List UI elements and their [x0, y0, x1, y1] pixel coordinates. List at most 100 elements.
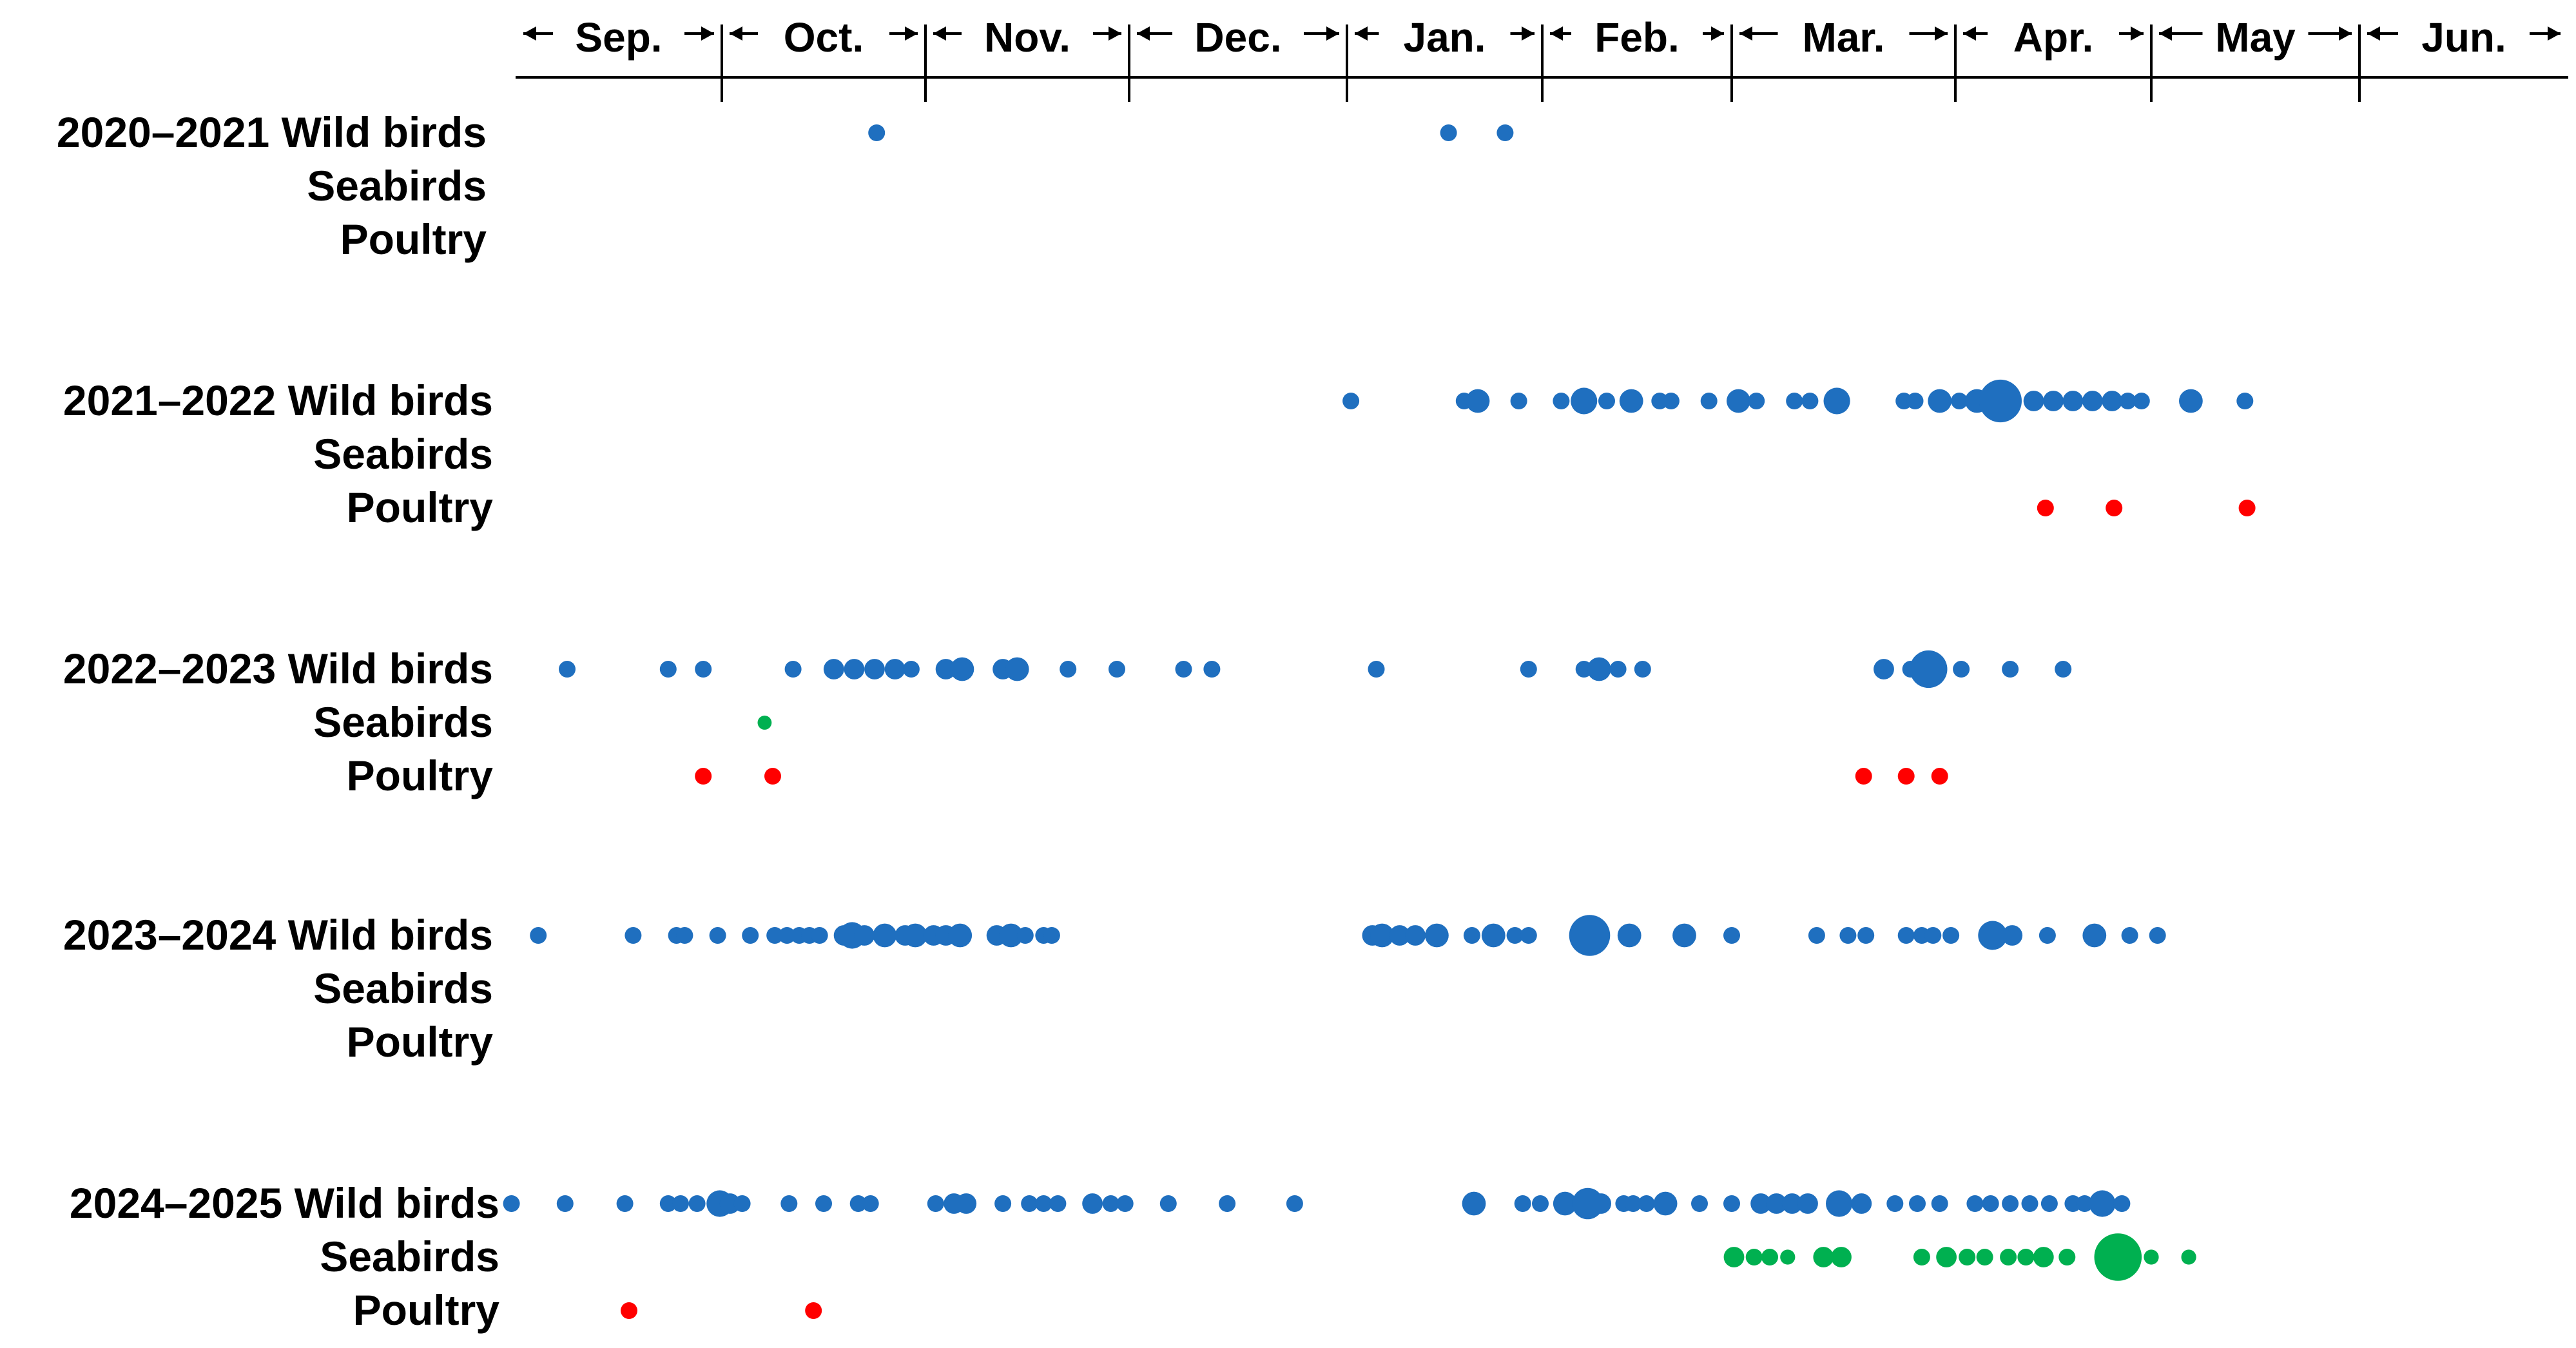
month-axis: Sep. Oct. Nov. Dec. Jan. Feb. Mar. Apr. May Jun.: [516, 14, 2568, 102]
month-label: Sep.: [575, 14, 662, 61]
data-point: [1102, 1195, 1119, 1212]
data-point: [815, 1195, 832, 1212]
data-point: [2149, 927, 2166, 944]
data-point: [764, 768, 781, 785]
data-point: [1781, 1193, 1803, 1214]
data-point: [780, 1195, 798, 1212]
data-point: [2043, 391, 2064, 411]
data-point: [2002, 925, 2023, 946]
data-point: [1931, 768, 1948, 785]
data-point: [559, 661, 576, 678]
data-point: [956, 1193, 977, 1214]
data-point: [1506, 927, 1524, 944]
data-point: [1748, 393, 1765, 409]
data-point: [1175, 661, 1192, 678]
data-point: [1203, 661, 1221, 678]
data-point: [823, 659, 844, 679]
data-point: [1723, 1195, 1740, 1212]
data-point: [2000, 1249, 2017, 1265]
data-point: [1808, 927, 1825, 944]
data-point: [1780, 1249, 1796, 1265]
data-point: [1634, 661, 1651, 678]
month-span-arrow: [1739, 26, 1948, 41]
data-point: [1553, 393, 1570, 409]
data-point: [884, 659, 905, 679]
row-label: Seabirds: [307, 162, 487, 210]
month-span-arrow: [1550, 26, 1724, 41]
data-point: [2133, 393, 2150, 409]
data-point: [1826, 1190, 1853, 1217]
data-point: [2055, 661, 2072, 678]
data-point: [503, 1195, 520, 1212]
data-point: [2089, 1190, 2116, 1217]
data-point: [766, 927, 784, 944]
data-point: [1823, 387, 1850, 415]
data-point: [1959, 1249, 1976, 1265]
data-point: [1700, 393, 1718, 409]
data-point: [1924, 927, 1942, 944]
data-point: [811, 927, 828, 944]
data-point: [1761, 1249, 1778, 1265]
data-point: [854, 925, 875, 946]
data-point: [1897, 927, 1915, 944]
data-point: [1897, 768, 1915, 785]
data-point: [733, 1195, 751, 1212]
data-point: [1116, 1195, 1134, 1212]
data-point: [1520, 661, 1537, 678]
data-point: [2017, 1249, 2035, 1265]
data-point: [1979, 379, 2022, 423]
data-point: [1060, 661, 1077, 678]
data-point: [935, 659, 956, 679]
data-point: [1553, 1191, 1577, 1216]
data-point: [1005, 657, 1029, 681]
data-point: [948, 923, 973, 948]
data-point: [903, 923, 927, 948]
data-point: [1913, 1249, 1930, 1265]
data-point: [742, 927, 759, 944]
row-label: Seabirds: [313, 430, 493, 478]
data-point: [994, 1195, 1012, 1212]
data-point: [1569, 915, 1611, 956]
month-span-arrow: [1355, 26, 1535, 41]
row-labels: 2020–2021 Wild birds Seabirds Poultry 2021–…: [57, 108, 499, 1334]
month-label: Apr.: [2013, 14, 2093, 61]
data-point: [1653, 1191, 1678, 1216]
month-label: Nov.: [984, 14, 1070, 61]
data-point: [1874, 659, 1894, 679]
data-point: [625, 927, 642, 944]
data-point: [719, 1193, 741, 1214]
data-point: [1370, 923, 1394, 948]
data-point: [2021, 1195, 2039, 1212]
data-point: [1766, 1193, 1787, 1214]
month-label: Mar.: [1802, 14, 1884, 61]
row-label: Poultry: [347, 484, 494, 531]
month-span-arrow: [2367, 26, 2561, 41]
data-point: [1021, 1195, 1038, 1212]
data-point: [1389, 925, 1410, 946]
data-point: [1481, 923, 1506, 948]
data-point: [1931, 1195, 1948, 1212]
data-point: [1598, 393, 1615, 409]
data-point: [1662, 393, 1680, 409]
data-point: [779, 927, 796, 944]
data-point: [2082, 923, 2107, 948]
row-label: Seabirds: [313, 698, 493, 746]
row-label: Seabirds: [320, 1233, 499, 1280]
month-label: Jan.: [1403, 14, 1486, 61]
data-point: [1619, 389, 1643, 413]
data-point: [1886, 1195, 1904, 1212]
data-point: [2113, 1195, 2131, 1212]
row-label: 2020–2021 Wild birds: [57, 108, 487, 156]
data-point: [2002, 661, 2019, 678]
data-point: [1368, 661, 1385, 678]
data-points: [503, 124, 2256, 1319]
data-point: [695, 661, 712, 678]
month-label: Jun.: [2421, 14, 2506, 61]
data-point: [556, 1195, 574, 1212]
data-point: [1786, 393, 1803, 409]
data-point: [2106, 500, 2123, 516]
data-point: [1750, 1193, 1772, 1214]
month-label: Oct.: [784, 14, 864, 61]
data-point: [1672, 923, 1696, 948]
data-point: [1723, 1247, 1745, 1267]
